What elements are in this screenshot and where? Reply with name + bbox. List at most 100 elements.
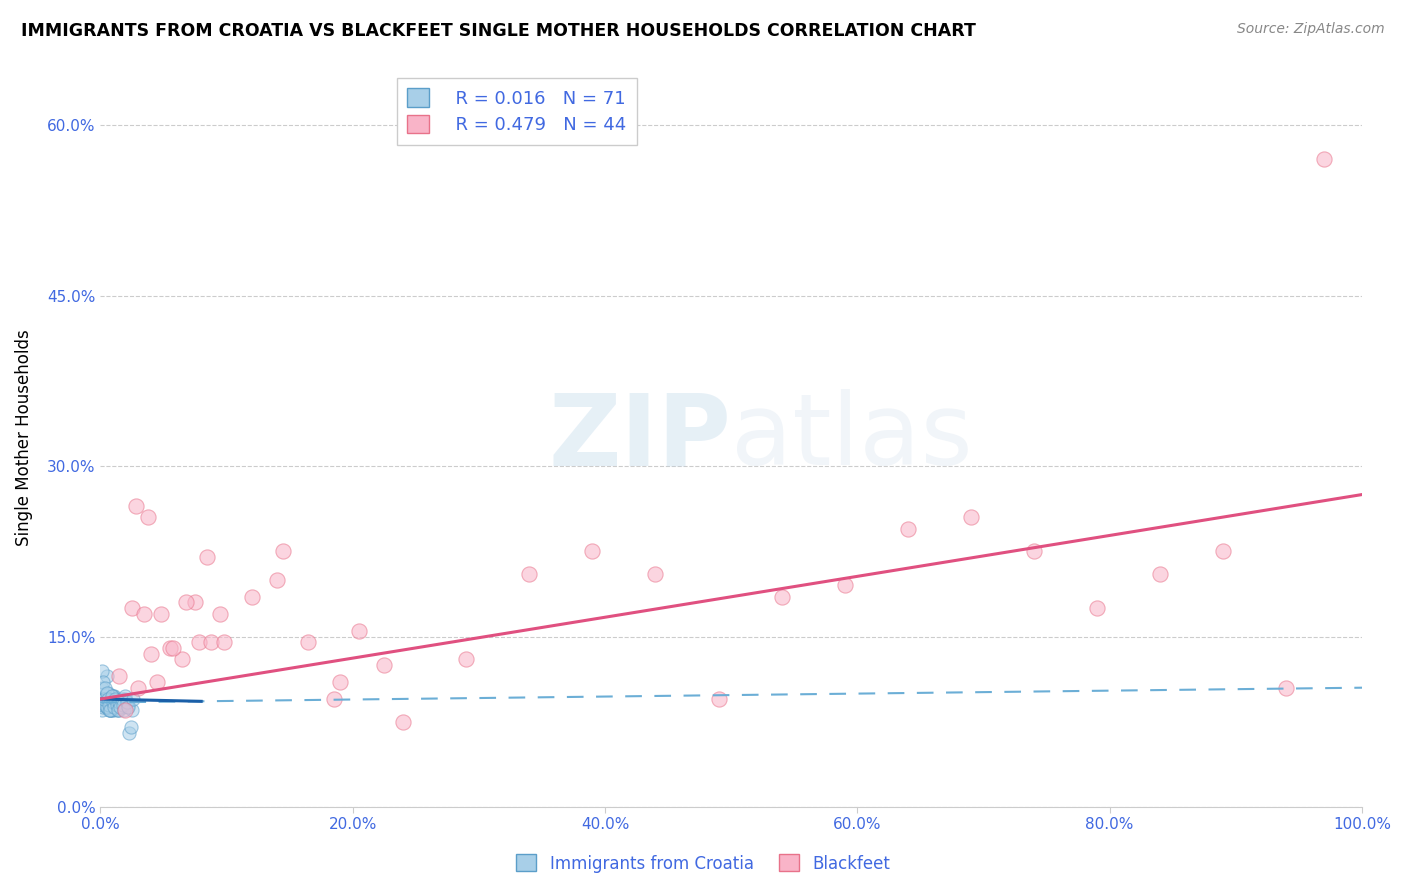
Point	[184, 595, 207, 609]
Point	[187, 635, 209, 649]
Point	[93, 692, 115, 706]
Text: atlas: atlas	[731, 389, 973, 486]
Point	[1313, 153, 1336, 167]
Point	[94, 698, 117, 712]
Point	[373, 657, 395, 672]
Point	[108, 669, 131, 683]
Point	[117, 698, 139, 712]
Point	[122, 692, 145, 706]
Point	[103, 700, 125, 714]
Point	[101, 696, 124, 710]
Point	[96, 669, 118, 683]
Point	[111, 692, 134, 706]
Point	[770, 590, 793, 604]
Legend: Immigrants from Croatia, Blackfeet: Immigrants from Croatia, Blackfeet	[509, 847, 897, 880]
Point	[94, 696, 117, 710]
Point	[98, 700, 121, 714]
Point	[1149, 567, 1171, 582]
Point	[90, 692, 112, 706]
Point	[1212, 544, 1234, 558]
Point	[96, 700, 118, 714]
Point	[392, 714, 415, 729]
Point	[104, 692, 127, 706]
Point	[347, 624, 370, 638]
Point	[114, 689, 136, 703]
Point	[136, 510, 159, 524]
Point	[93, 696, 115, 710]
Point	[101, 689, 124, 703]
Point	[101, 696, 124, 710]
Point	[149, 607, 172, 621]
Point	[162, 640, 184, 655]
Point	[112, 703, 135, 717]
Point	[105, 698, 128, 712]
Point	[98, 703, 121, 717]
Point	[93, 692, 115, 706]
Point	[94, 692, 117, 706]
Point	[105, 703, 128, 717]
Point	[91, 698, 114, 712]
Point	[98, 703, 121, 717]
Point	[107, 703, 129, 717]
Point	[100, 689, 122, 703]
Point	[322, 692, 344, 706]
Point	[111, 698, 134, 712]
Point	[200, 635, 222, 649]
Point	[91, 700, 114, 714]
Point	[114, 703, 136, 717]
Point	[104, 696, 127, 710]
Point	[124, 499, 146, 513]
Point	[97, 698, 120, 712]
Point	[103, 689, 125, 703]
Point	[108, 703, 131, 717]
Point	[93, 692, 115, 706]
Point	[644, 567, 666, 582]
Point	[209, 607, 232, 621]
Point	[121, 601, 143, 615]
Point	[94, 681, 117, 695]
Point	[97, 692, 120, 706]
Point	[90, 681, 112, 695]
Point	[212, 635, 235, 649]
Point	[329, 675, 352, 690]
Point	[960, 510, 983, 524]
Point	[96, 700, 118, 714]
Point	[100, 689, 122, 703]
Point	[172, 652, 194, 666]
Point	[98, 703, 121, 717]
Point	[1275, 681, 1298, 695]
Point	[581, 544, 603, 558]
Point	[98, 698, 121, 712]
Point	[197, 549, 219, 564]
Point	[96, 700, 118, 714]
Text: IMMIGRANTS FROM CROATIA VS BLACKFEET SINGLE MOTHER HOUSEHOLDS CORRELATION CHART: IMMIGRANTS FROM CROATIA VS BLACKFEET SIN…	[21, 22, 976, 40]
Point	[91, 698, 114, 712]
Point	[121, 703, 143, 717]
Y-axis label: Single Mother Households: Single Mother Households	[15, 329, 32, 546]
Point	[118, 726, 141, 740]
Point	[174, 595, 197, 609]
Point	[707, 692, 730, 706]
Point	[110, 700, 132, 714]
Point	[98, 698, 121, 712]
Point	[100, 692, 122, 706]
Point	[104, 700, 127, 714]
Point	[108, 696, 131, 710]
Point	[110, 696, 132, 710]
Point	[127, 681, 149, 695]
Point	[90, 664, 112, 678]
Text: Source: ZipAtlas.com: Source: ZipAtlas.com	[1237, 22, 1385, 37]
Text: ZIP: ZIP	[548, 389, 731, 486]
Point	[97, 692, 120, 706]
Point	[159, 640, 181, 655]
Point	[103, 698, 125, 712]
Point	[1085, 601, 1108, 615]
Point	[897, 522, 920, 536]
Point	[111, 700, 134, 714]
Point	[114, 692, 136, 706]
Point	[146, 675, 169, 690]
Legend:   R = 0.016   N = 71,   R = 0.479   N = 44: R = 0.016 N = 71, R = 0.479 N = 44	[396, 78, 637, 145]
Point	[1022, 544, 1045, 558]
Point	[97, 692, 120, 706]
Point	[91, 675, 114, 690]
